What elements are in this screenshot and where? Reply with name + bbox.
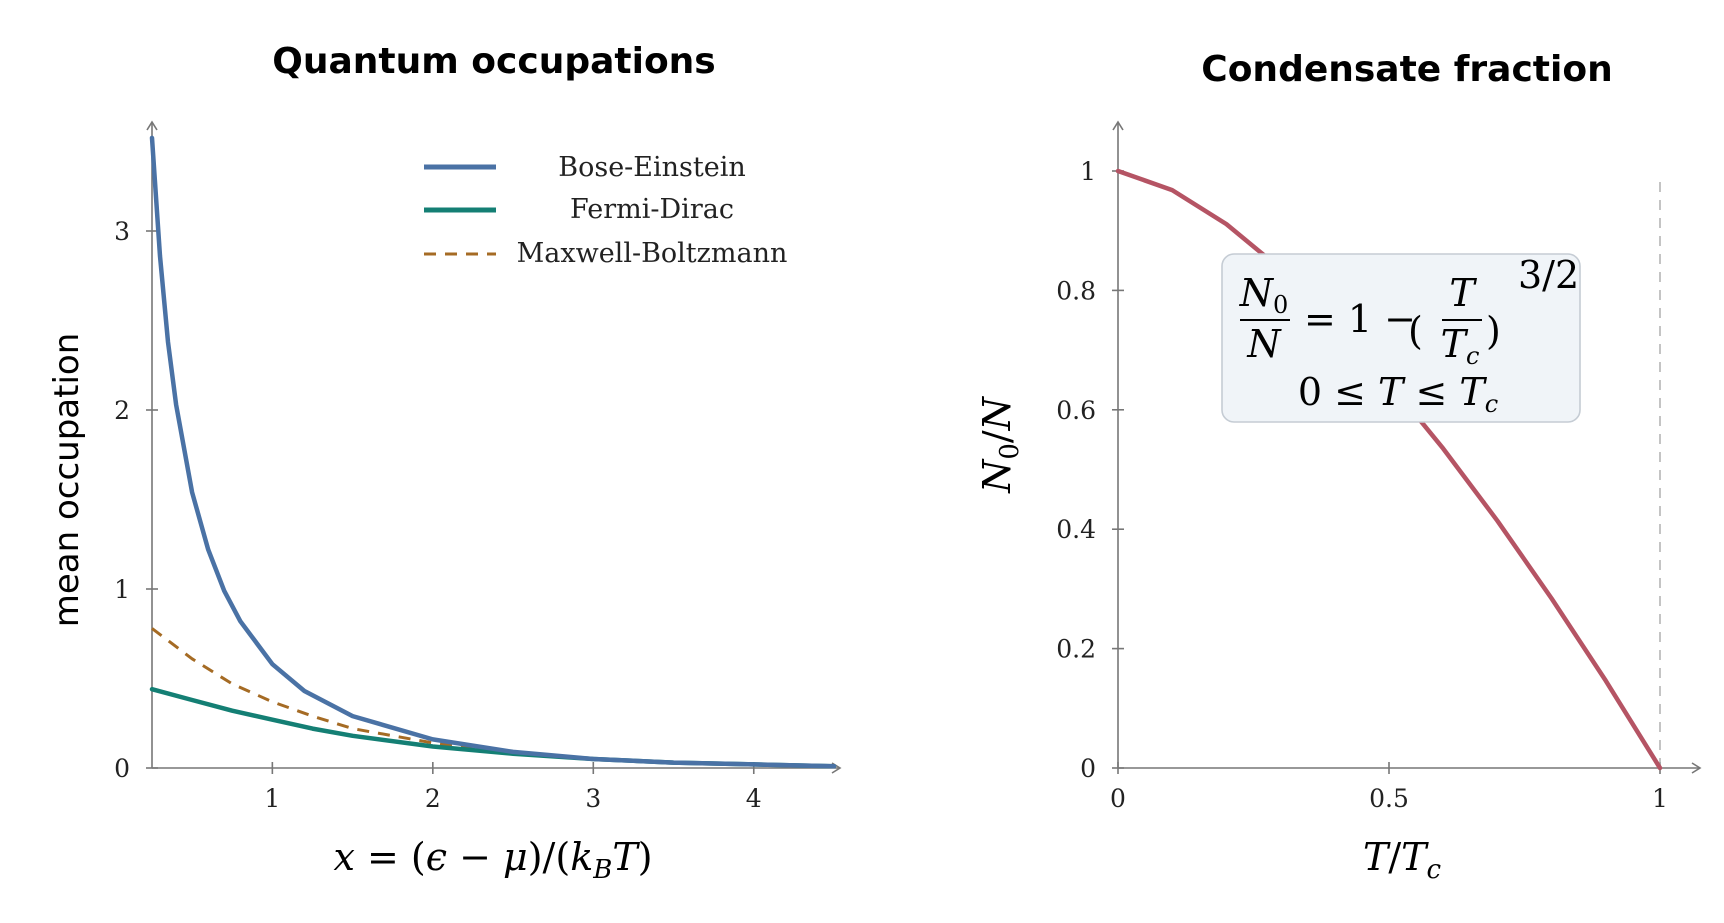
left-y-tick-label: 2 [114,396,130,425]
left-x-tick-label: 3 [585,784,601,813]
right-axes: 0 0.5 1 0 0.2 0.4 0.6 0.8 1 [1056,120,1702,813]
right-y-axis-arrow [1112,120,1124,131]
series-maxwell-boltzmann [151,627,835,768]
legend-label-fermi-dirac: Fermi-Dirac [570,194,734,225]
left-chart-title: Quantum occupations [272,41,715,82]
left-legend: Bose-Einstein Fermi-Dirac Maxwell-Boltzm… [424,152,787,269]
formula-left-paren: ( [1408,309,1423,353]
right-y-tick-label: 0.6 [1056,396,1096,425]
formula-denominator: N [1246,322,1282,366]
legend-label-bose-einstein: Bose-Einstein [558,152,746,183]
series-bose-einstein [149,135,837,769]
formula-equals-one-minus: = 1 − [1304,297,1416,341]
left-x-tick-label: 4 [746,784,762,813]
formula-inner-denominator: Tc [1441,322,1480,370]
formula-right-paren: ) [1486,309,1501,353]
right-y-tick-label: 1 [1080,157,1096,186]
right-y-tick-label: 0 [1080,754,1096,783]
right-y-tick-label: 0.8 [1056,276,1096,305]
left-x-tick-label: 2 [425,784,441,813]
left-y-tick-label: 3 [114,217,130,246]
right-y-tick-label: 0.4 [1056,515,1096,544]
left-y-tick-label: 1 [114,575,130,604]
right-x-tick-label: 0.5 [1369,784,1409,813]
left-y-axis-label: mean occupation [47,333,87,628]
right-x-axis-label: T/Tc [1363,835,1442,885]
right-x-tick-label: 1 [1652,784,1668,813]
right-y-tick-label: 0.2 [1056,635,1096,664]
right-x-axis-arrow [1691,762,1702,774]
left-y-tick-label: 0 [114,754,130,783]
formula-numerator: N0 [1239,271,1289,319]
right-y-axis-label: N0/N [975,395,1025,494]
left-series-group [149,135,837,769]
right-chart-title: Condensate fraction [1201,49,1612,90]
formula-annotation: N0 N = 1 − ( T Tc ) 3/2 0 ≤ T ≤ Tc [1221,253,1581,423]
series-fermi-dirac [149,686,837,769]
right-x-tick-label: 0 [1110,784,1126,813]
formula-inner-numerator: T [1449,271,1477,315]
formula-exponent: 3/2 [1518,253,1579,297]
left-axes: 1 2 3 4 0 1 2 3 [114,120,842,813]
left-x-axis-label: x = (ϵ − μ)/(kBT) [333,835,652,885]
left-y-axis-arrow [146,120,158,131]
formula-condition: 0 ≤ T ≤ Tc [1298,370,1498,418]
formula-box-background [1221,253,1581,423]
left-x-tick-label: 1 [264,784,280,813]
legend-label-maxwell-boltzmann: Maxwell-Boltzmann [517,238,788,269]
